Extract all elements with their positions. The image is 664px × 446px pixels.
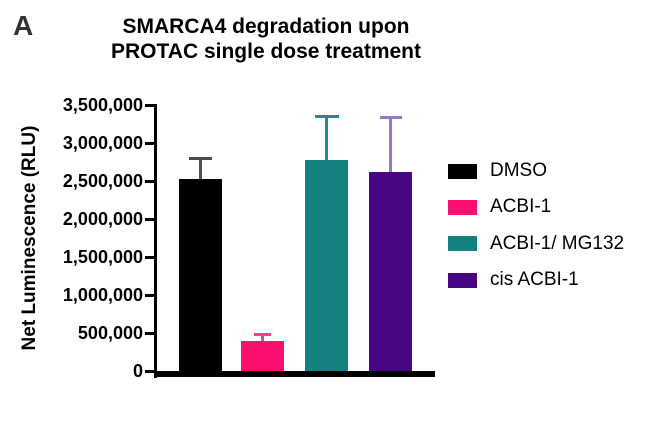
legend-swatch-dmso <box>448 163 477 179</box>
y-tick-label: 1,500,000 <box>62 247 143 267</box>
bar-cis-acbi-1 <box>369 171 412 374</box>
error-bar-cis-acbi-1 <box>389 117 392 172</box>
y-tick-label: 500,000 <box>77 323 143 343</box>
legend-label-acbi-1-mg132: ACBI-1/ MG132 <box>490 232 625 254</box>
bar-dmso <box>179 179 222 374</box>
y-tick-label: 3,000,000 <box>62 133 143 153</box>
error-bar-cap-dmso <box>189 156 212 160</box>
error-bar-cap-cis-acbi-1 <box>379 116 402 120</box>
y-axis-line <box>153 103 157 378</box>
y-tick-label: 1,000,000 <box>62 285 143 305</box>
chart-title-line1: SMARCA4 degradation upon <box>122 15 410 38</box>
y-tick-mark <box>145 331 154 335</box>
bar-acbi-1 <box>241 340 284 374</box>
y-tick-mark <box>145 293 154 297</box>
legend-label-cis-acbi-1: cis ACBI-1 <box>490 269 579 290</box>
x-axis-line <box>153 371 435 377</box>
chart-title: SMARCA4 degradation upon PROTAC single d… <box>86 14 446 64</box>
panel-label: A <box>13 10 34 41</box>
legend-swatch-cis-acbi-1 <box>448 272 477 288</box>
legend-swatch-acbi-1-mg132 <box>448 236 477 252</box>
y-tick-label: 0 <box>132 361 143 381</box>
legend-label-dmso: DMSO <box>490 160 547 181</box>
error-bar-cap-acbi-1 <box>254 333 271 337</box>
legend-label-acbi-1: ACBI-1 <box>490 196 552 218</box>
y-tick-mark <box>145 217 154 221</box>
error-bar-acbi-1 <box>261 334 264 341</box>
error-bar-dmso <box>199 158 202 180</box>
error-bar-cap-acbi-1-mg132 <box>314 114 339 118</box>
y-tick-mark <box>145 179 154 183</box>
y-tick-mark <box>145 141 154 145</box>
error-bar-acbi-1-mg132 <box>325 116 328 160</box>
bar-acbi-1-mg132 <box>305 159 348 374</box>
y-tick-label: 2,000,000 <box>62 209 143 229</box>
legend-item-acbi-1: ACBI-1 <box>448 196 552 218</box>
chart-title-line2: PROTAC single dose treatment <box>111 40 421 63</box>
y-tick-label: 3,500,000 <box>62 95 143 115</box>
y-tick-label: 2,500,000 <box>62 171 143 191</box>
y-tick-mark <box>145 103 154 107</box>
y-tick-mark <box>145 369 154 373</box>
legend: DMSO ACBI-1 ACBI-1/ MG132 cis ACBI-1 <box>448 0 664 446</box>
legend-item-cis-acbi-1: cis ACBI-1 <box>448 269 579 290</box>
legend-swatch-acbi-1 <box>448 199 477 215</box>
legend-item-acbi-1-mg132: ACBI-1/ MG132 <box>448 232 625 254</box>
legend-item-dmso: DMSO <box>448 160 547 181</box>
y-tick-mark <box>145 255 154 259</box>
